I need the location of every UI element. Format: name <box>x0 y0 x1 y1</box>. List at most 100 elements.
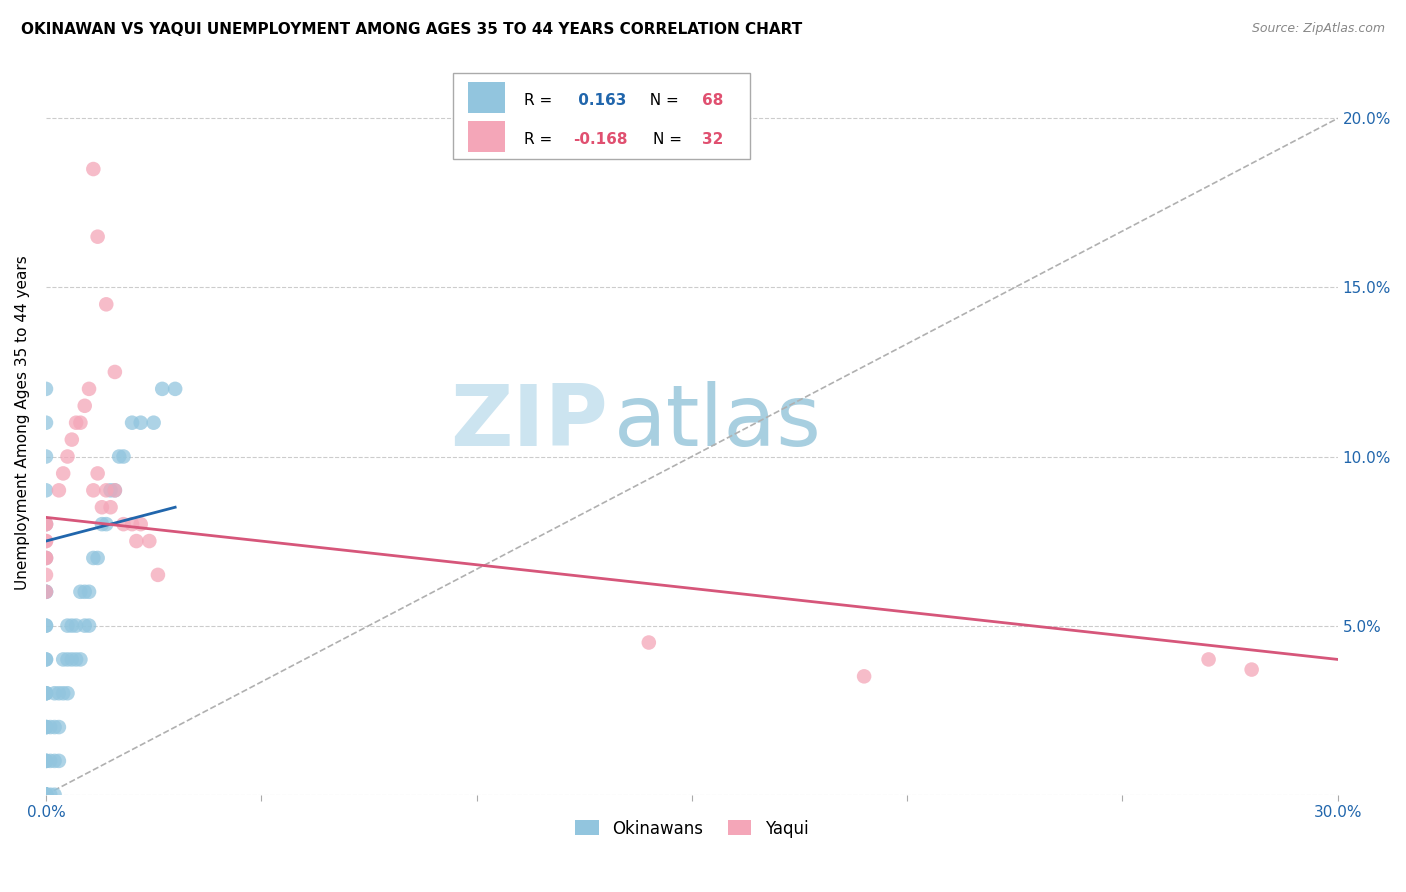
Point <box>96 517 118 532</box>
Point <box>138 534 160 549</box>
Point <box>60 433 83 447</box>
Point <box>637 635 659 649</box>
Text: ZIP: ZIP <box>450 381 607 464</box>
Text: N =: N = <box>654 132 688 147</box>
Point <box>65 416 87 430</box>
Point <box>35 754 58 768</box>
Point <box>52 652 75 666</box>
Point <box>129 517 152 532</box>
Point <box>35 788 58 802</box>
Point <box>91 500 114 515</box>
Point <box>65 652 87 666</box>
Point <box>73 584 96 599</box>
Text: 0.163: 0.163 <box>574 93 627 108</box>
Point <box>35 652 58 666</box>
Point <box>35 584 58 599</box>
Point <box>35 517 58 532</box>
Y-axis label: Unemployment Among Ages 35 to 44 years: Unemployment Among Ages 35 to 44 years <box>15 255 30 591</box>
Point <box>35 754 58 768</box>
Point <box>65 618 87 632</box>
Point <box>35 517 58 532</box>
Point <box>86 551 108 566</box>
Point <box>60 652 83 666</box>
Point <box>35 788 58 802</box>
Point <box>35 788 58 802</box>
Point <box>35 584 58 599</box>
Point <box>35 618 58 632</box>
Point <box>104 365 127 379</box>
Point <box>39 720 62 734</box>
Point <box>35 517 58 532</box>
Point <box>35 788 58 802</box>
Point <box>35 584 58 599</box>
Point <box>48 483 70 498</box>
Point <box>60 618 83 632</box>
Point <box>121 416 143 430</box>
Point <box>853 669 876 683</box>
Point <box>112 517 135 532</box>
Point <box>73 618 96 632</box>
Point <box>108 450 131 464</box>
Point <box>35 551 58 566</box>
Point <box>35 720 58 734</box>
Point <box>1198 652 1220 666</box>
Point <box>44 788 66 802</box>
Point <box>86 229 108 244</box>
Point <box>35 686 58 700</box>
Legend: Okinawans, Yaqui: Okinawans, Yaqui <box>567 811 817 846</box>
Point <box>44 720 66 734</box>
Point <box>35 788 58 802</box>
Point <box>48 720 70 734</box>
Point <box>82 483 104 498</box>
Point <box>96 297 118 311</box>
Text: -0.168: -0.168 <box>574 132 627 147</box>
Point <box>35 416 58 430</box>
Point <box>56 450 79 464</box>
Point <box>39 754 62 768</box>
Point <box>104 483 127 498</box>
Point <box>35 483 58 498</box>
Point <box>35 382 58 396</box>
Point <box>146 567 169 582</box>
Point <box>77 382 100 396</box>
Point <box>142 416 165 430</box>
Point <box>44 754 66 768</box>
Point <box>100 500 122 515</box>
Point <box>35 720 58 734</box>
Point <box>35 534 58 549</box>
Point <box>150 382 173 396</box>
Point <box>121 517 143 532</box>
Point <box>35 788 58 802</box>
Point <box>82 162 104 177</box>
Point <box>35 551 58 566</box>
Text: atlas: atlas <box>614 381 823 464</box>
Point <box>35 450 58 464</box>
FancyBboxPatch shape <box>468 82 505 113</box>
Point <box>96 483 118 498</box>
Text: 32: 32 <box>702 132 724 147</box>
Text: N =: N = <box>640 93 683 108</box>
Point <box>52 686 75 700</box>
Text: OKINAWAN VS YAQUI UNEMPLOYMENT AMONG AGES 35 TO 44 YEARS CORRELATION CHART: OKINAWAN VS YAQUI UNEMPLOYMENT AMONG AGE… <box>21 22 803 37</box>
Point <box>35 567 58 582</box>
FancyBboxPatch shape <box>468 121 505 153</box>
Point <box>125 534 148 549</box>
Point <box>35 652 58 666</box>
Point <box>165 382 187 396</box>
Text: Source: ZipAtlas.com: Source: ZipAtlas.com <box>1251 22 1385 36</box>
Point <box>35 618 58 632</box>
Point <box>35 686 58 700</box>
Point <box>86 467 108 481</box>
Point <box>35 788 58 802</box>
Point <box>39 788 62 802</box>
Point <box>35 686 58 700</box>
Point <box>82 551 104 566</box>
Text: R =: R = <box>524 132 557 147</box>
Point <box>56 618 79 632</box>
Point <box>35 788 58 802</box>
Point <box>91 517 114 532</box>
Point <box>69 416 91 430</box>
Point <box>69 584 91 599</box>
Point <box>35 720 58 734</box>
Point <box>52 467 75 481</box>
